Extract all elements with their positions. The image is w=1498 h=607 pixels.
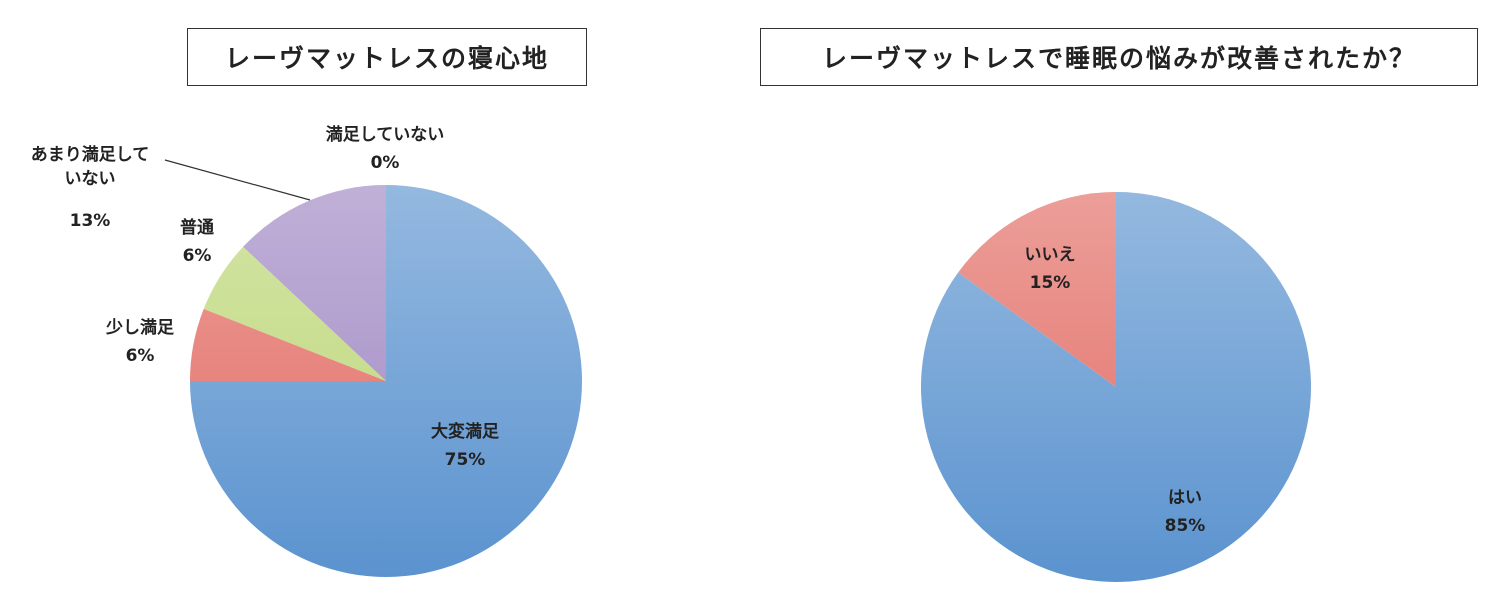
value-label: 6% bbox=[125, 346, 155, 366]
leader-line bbox=[164, 159, 311, 201]
value-label: 85% bbox=[1164, 516, 1206, 536]
slice-label: あまり満足していない bbox=[30, 145, 150, 189]
value-label: 0% bbox=[370, 153, 400, 173]
value-label: 6% bbox=[182, 246, 212, 266]
chart-title: レーヴマットレスで睡眠の悩みが改善されたか？ bbox=[760, 28, 1478, 86]
chart-title: レーヴマットレスの寝心地 bbox=[187, 28, 587, 86]
slice-label: はい bbox=[1168, 488, 1202, 508]
slice-label: 満足していない bbox=[325, 125, 445, 145]
slice-label: 普通 bbox=[180, 218, 214, 238]
slice-label: いいえ bbox=[1024, 245, 1076, 265]
value-label: 15% bbox=[1029, 273, 1071, 293]
value-label: 75% bbox=[444, 450, 486, 470]
slice-label: 少し満足 bbox=[106, 318, 174, 338]
slice-label: 大変満足 bbox=[431, 422, 499, 442]
value-label: 13% bbox=[69, 211, 111, 231]
